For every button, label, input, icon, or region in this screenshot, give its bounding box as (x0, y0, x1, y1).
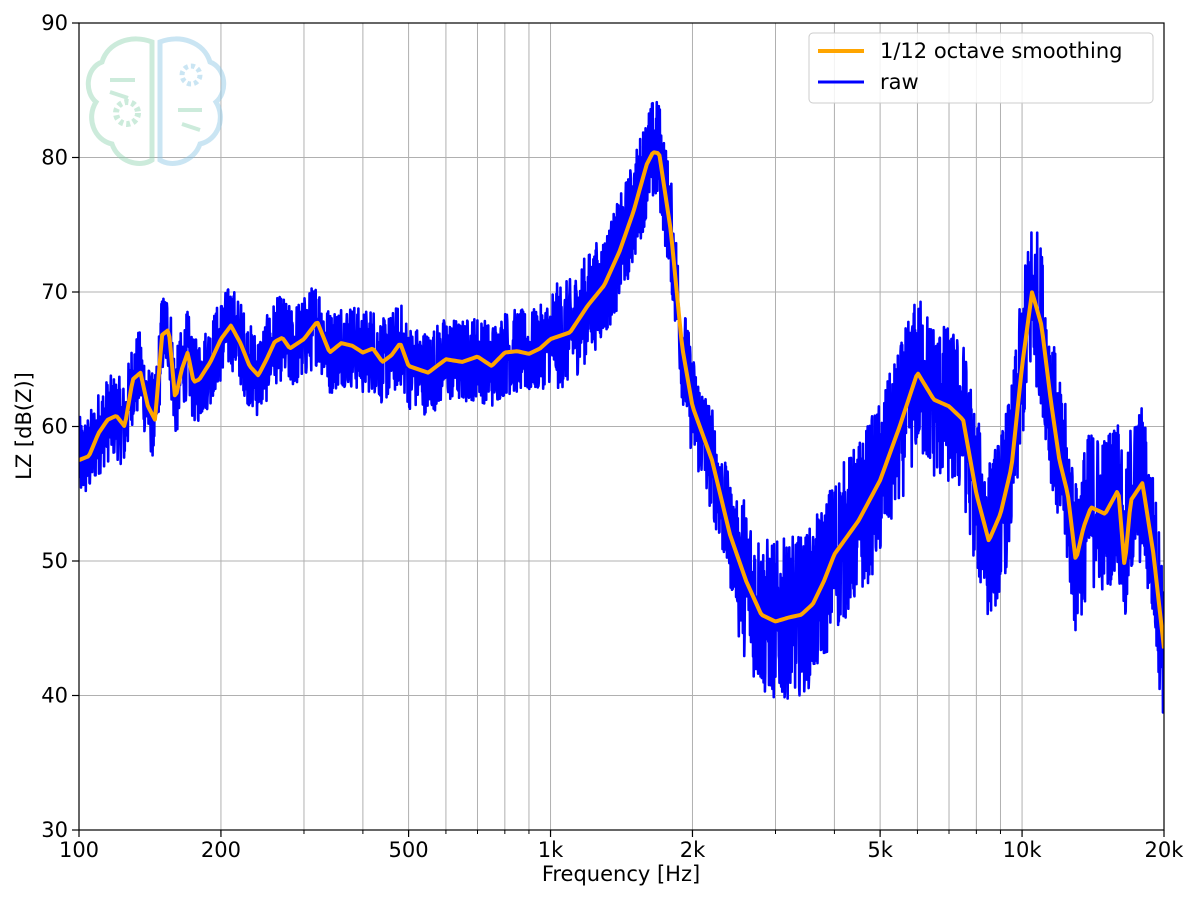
series-line-smoothing (79, 150, 1164, 649)
legend-label-smoothing: 1/12 octave smoothing (880, 39, 1122, 63)
x-tick-label: 20k (1145, 838, 1185, 862)
brain-gear-icon (85, 36, 227, 166)
plot-area (79, 100, 1164, 714)
x-tick-label: 500 (389, 838, 429, 862)
y-tick-label: 90 (41, 11, 68, 35)
x-tick-label: 1k (538, 838, 564, 862)
legend-box (808, 32, 1154, 104)
y-tick-label: 80 (41, 146, 68, 170)
series-layer (79, 100, 1164, 714)
x-tick-label: 5k (867, 838, 893, 862)
y-axis-title: LZ [dB(Z)] (12, 372, 36, 480)
y-tick-label: 50 (41, 549, 68, 573)
x-axis: 100 200 500 1k 2k 5k 10k 20k (59, 830, 1184, 862)
y-tick-label: 70 (41, 280, 68, 304)
y-axis: 30 40 50 60 70 80 90 (41, 11, 79, 842)
y-tick-label: 40 (41, 684, 68, 708)
x-tick-label: 2k (680, 838, 706, 862)
y-tick-label: 60 (41, 415, 68, 439)
legend: 1/12 octave smoothing raw (808, 32, 1154, 104)
x-tick-label: 10k (1003, 838, 1043, 862)
x-tick-label: 100 (59, 838, 99, 862)
y-tick-label: 30 (41, 818, 68, 842)
legend-label-raw: raw (880, 70, 919, 94)
x-axis-title: Frequency [Hz] (542, 862, 700, 886)
series-line-raw (79, 100, 1164, 714)
x-tick-label: 200 (201, 838, 241, 862)
